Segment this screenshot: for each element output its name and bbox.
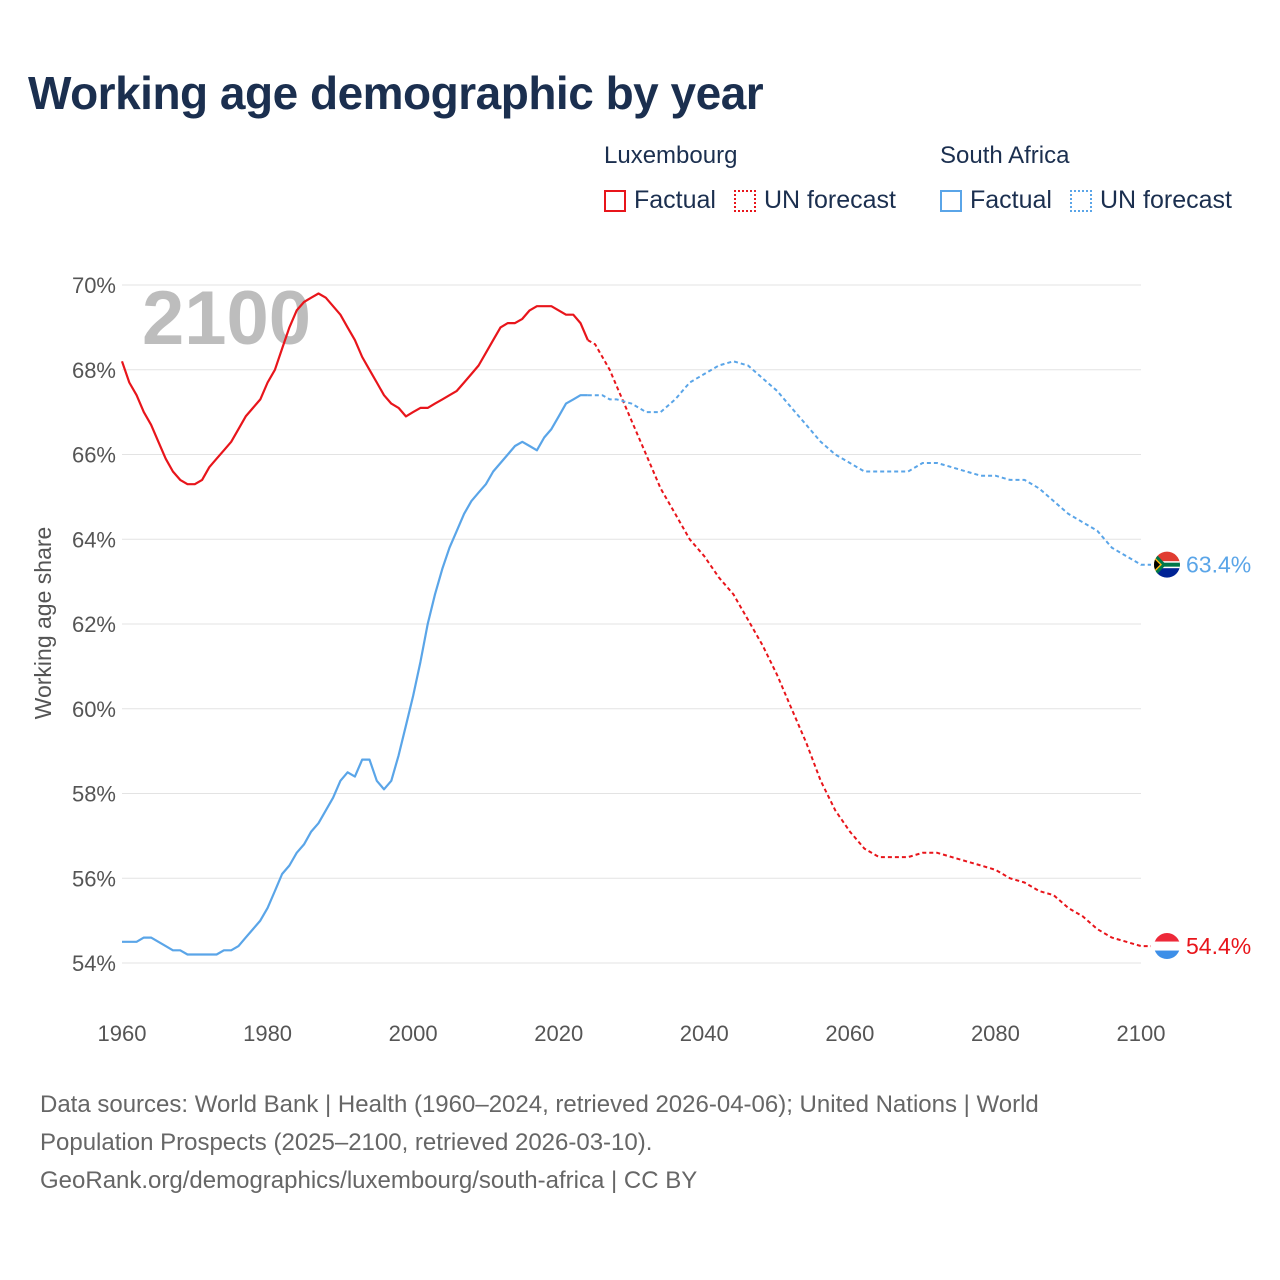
legend-country-name: South Africa <box>940 142 1070 169</box>
legend-swatch-solid <box>604 189 626 212</box>
series-line-luxembourg-factual <box>120 292 589 486</box>
sources-line: Population Prospects (2025–2100, retriev… <box>40 1129 653 1156</box>
x-tick-label: 2100 <box>1117 1021 1166 1046</box>
legend-label: UN forecast <box>1099 186 1232 214</box>
luxembourg-flag-icon <box>1154 933 1180 960</box>
y-tick-label: 68% <box>72 358 116 383</box>
x-tick-label: 1980 <box>243 1021 292 1046</box>
legend-country-name: Luxembourg <box>604 142 738 169</box>
series-line-south-africa-factual <box>122 394 588 956</box>
legend-label: Factual <box>970 186 1052 214</box>
y-tick-label: 62% <box>72 612 116 637</box>
x-tick-label: 2040 <box>680 1021 729 1046</box>
data-sources-note: Data sources: World Bank | Health (1960–… <box>40 1086 1240 1200</box>
x-axis-ticks: 1960 1980 2000 2020 2040 2060 2080 2100 <box>98 1021 1166 1046</box>
y-tick-label: 70% <box>72 273 116 298</box>
sources-line: Data sources: World Bank | Health (1960–… <box>40 1091 1039 1118</box>
legend-label: Factual <box>634 186 716 214</box>
legend-group-luxembourg: Luxembourg Factual UN forecast <box>604 142 914 215</box>
y-tick-label: 66% <box>72 443 116 468</box>
y-tick-label: 56% <box>72 866 116 891</box>
legend-swatch-solid <box>940 189 962 212</box>
y-tick-label: 64% <box>72 527 116 552</box>
sources-line: GeoRank.org/demographics/luxembourg/sout… <box>40 1167 698 1194</box>
series-line-luxembourg-forecast <box>587 339 1151 948</box>
x-tick-label: 2060 <box>825 1021 874 1046</box>
year-overlay: 2100 <box>142 276 311 361</box>
x-tick-label: 2020 <box>534 1021 583 1046</box>
legend-swatch-dotted <box>733 189 756 212</box>
end-value-label-luxembourg: 54.4% <box>1186 933 1251 959</box>
chart-title: Working age demographic by year <box>28 67 764 119</box>
x-tick-label: 2080 <box>971 1021 1020 1046</box>
legend-luxembourg-forecast[interactable]: UN forecast <box>733 186 896 215</box>
legend-south-africa-forecast[interactable]: UN forecast <box>1069 186 1232 215</box>
grid-lines <box>122 284 1141 964</box>
legend-label: UN forecast <box>763 186 896 214</box>
south-africa-flag-icon <box>1154 551 1180 578</box>
y-tick-label: 58% <box>72 782 116 807</box>
x-tick-label: 1960 <box>98 1021 147 1046</box>
x-tick-label: 2000 <box>389 1021 438 1046</box>
y-axis-ticks: 54% 56% 58% 60% 62% 64% 66% 68% 70% <box>72 273 116 976</box>
legend-luxembourg-factual[interactable]: Factual <box>604 186 716 215</box>
series-line-south-africa-forecast <box>587 360 1151 566</box>
y-axis-label: Working age share <box>30 527 56 720</box>
legend-group-south-africa: South Africa Factual UN forecast <box>940 142 1250 215</box>
y-tick-label: 60% <box>72 697 116 722</box>
series-lines <box>120 292 1151 956</box>
legend-swatch-dotted <box>1069 189 1092 212</box>
line-chart: 54% 56% 58% 60% 62% 64% 66% 68% 70% 1960 1980 2000… <box>30 273 1251 1046</box>
legend-south-africa-factual[interactable]: Factual <box>940 186 1052 215</box>
end-value-label-south-africa: 63.4% <box>1186 552 1251 578</box>
y-tick-label: 54% <box>72 951 116 976</box>
